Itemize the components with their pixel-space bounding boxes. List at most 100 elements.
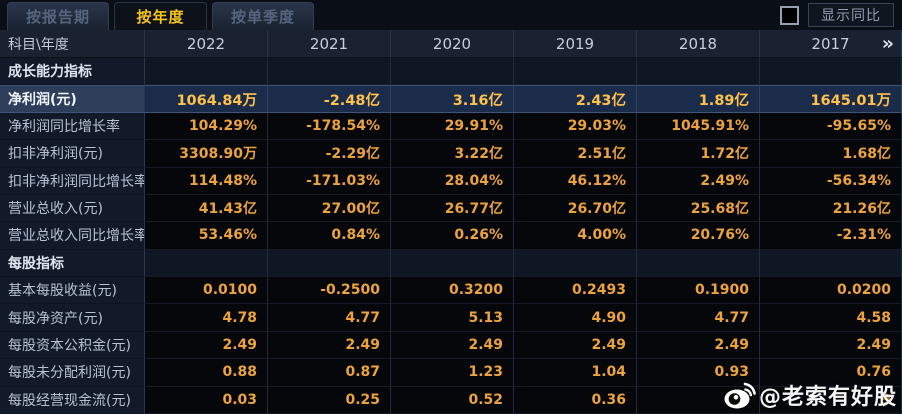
row-label: 每股指标	[0, 249, 145, 278]
row-label: 营业总收入同比增长率	[0, 222, 145, 250]
value-cell	[391, 58, 514, 86]
tab-single-quarter[interactable]: 按单季度	[212, 2, 315, 30]
show-yoy-button[interactable]: 显示同比	[808, 3, 894, 27]
value-cell: 0.52	[391, 386, 514, 414]
value-cell: 53.46%	[145, 222, 268, 250]
value-cell: -2.31%	[760, 222, 902, 250]
value-cell: 0.88	[145, 359, 268, 387]
value-cell: 46.12%	[514, 167, 637, 195]
value-cell: 2.49%	[637, 167, 760, 195]
row-label: 每股净资产(元)	[0, 304, 145, 332]
data-row[interactable]: 每股资本公积金(元) 2.49 2.49 2.49 2.49 2.49 2.49	[0, 331, 902, 360]
value-cell: 25.68亿	[637, 194, 760, 223]
data-row[interactable]: 扣非净利润同比增长率 114.48% -171.03% 28.04% 46.12% 2.4…	[0, 167, 902, 195]
value-cell: 0.2493	[514, 277, 637, 305]
more-columns-icon[interactable]: »	[881, 32, 894, 54]
value-cell: 27.00亿	[268, 194, 391, 223]
value-cell: -0.2500	[268, 277, 391, 305]
value-cell	[514, 249, 637, 278]
value-cell: 0.25	[268, 386, 391, 414]
value-cell: 28.04%	[391, 167, 514, 195]
value-cell: 2.51亿	[514, 140, 637, 168]
value-cell: 29.91%	[391, 112, 514, 141]
value-cell: 3.22亿	[391, 140, 514, 168]
data-row[interactable]: 净利润同比增长率 104.29% -178.54% 29.91% 29.03% 1045.…	[0, 112, 902, 141]
data-row[interactable]: 每股净资产(元) 4.78 4.77 5.13 4.90 4.77 4.58	[0, 304, 902, 332]
value-cell: 2.49	[637, 331, 760, 360]
value-cell	[514, 58, 637, 86]
value-cell: -178.54%	[268, 112, 391, 141]
value-cell: 0.3200	[391, 277, 514, 305]
row-label: 每股未分配利润(元)	[0, 359, 145, 387]
value-cell	[760, 249, 902, 278]
value-cell: 4.58	[760, 304, 902, 332]
value-cell	[637, 58, 760, 86]
year-header-2018: 2018	[637, 30, 760, 58]
value-cell: 3.16亿	[391, 85, 514, 113]
value-cell: -171.03%	[268, 167, 391, 195]
value-cell: 29.03%	[514, 112, 637, 141]
value-cell: 2.49	[268, 331, 391, 360]
data-row[interactable]: 每股未分配利润(元) 0.88 0.87 1.23 1.04 0.93 0.76	[0, 359, 902, 387]
value-cell: 1.23	[391, 359, 514, 387]
row-label: 净利润(元)	[0, 85, 145, 113]
value-cell: 2.49	[760, 331, 902, 360]
value-cell	[268, 249, 391, 278]
show-yoy-checkbox[interactable]	[780, 5, 799, 25]
value-cell: -56.34%	[760, 167, 902, 195]
value-cell: 1.72亿	[637, 140, 760, 168]
tab-report-period[interactable]: 按报告期	[7, 2, 110, 30]
data-row[interactable]: 每股经营现金流(元) 0.03 0.25 0.52 0.36 0 9	[0, 386, 902, 414]
value-cell: 2.49	[514, 331, 637, 360]
year-header-2017: 2017 »	[760, 30, 902, 58]
value-cell	[637, 249, 760, 278]
section-row: 成长能力指标	[0, 58, 902, 86]
data-row[interactable]: 营业总收入同比增长率 53.46% 0.84% 0.26% 4.00% 20.76% -2.…	[0, 222, 902, 250]
value-cell	[145, 58, 268, 86]
value-cell: 1.68亿	[760, 140, 902, 168]
data-row[interactable]: 扣非净利润(元) 3308.90万 -2.29亿 3.22亿 2.51亿 1.72亿 1.6…	[0, 140, 902, 168]
value-cell: 4.77	[268, 304, 391, 332]
row-label: 每股经营现金流(元)	[0, 386, 145, 414]
value-cell: 4.00%	[514, 222, 637, 250]
value-cell: 20.76%	[637, 222, 760, 250]
value-cell: 4.77	[637, 304, 760, 332]
year-header-2022: 2022	[145, 30, 268, 58]
row-label: 扣非净利润同比增长率	[0, 167, 145, 195]
value-cell: 26.70亿	[514, 194, 637, 223]
value-cell: 1064.84万	[145, 85, 268, 113]
value-cell: 4.90	[514, 304, 637, 332]
row-label: 净利润同比增长率	[0, 112, 145, 141]
value-cell: 0	[637, 386, 760, 414]
value-cell: 4.78	[145, 304, 268, 332]
table-body: 成长能力指标 净利润(元) 1064.84万 -2.48亿 3.16亿 2.43亿 1.89…	[0, 58, 902, 414]
value-cell: 5.13	[391, 304, 514, 332]
value-cell	[760, 58, 902, 86]
value-cell: 1.89亿	[637, 85, 760, 113]
value-cell: 9	[760, 386, 902, 414]
value-cell: 41.43亿	[145, 194, 268, 223]
year-header-2017-label: 2017	[811, 34, 850, 53]
value-cell: 2.49	[145, 331, 268, 360]
value-cell: -2.29亿	[268, 140, 391, 168]
value-cell: 0.0100	[145, 277, 268, 305]
value-cell: 0.0200	[760, 277, 902, 305]
tab-by-year[interactable]: 按年度	[114, 2, 208, 30]
section-row: 每股指标	[0, 249, 902, 278]
year-header-2019: 2019	[514, 30, 637, 58]
data-row[interactable]: 基本每股收益(元) 0.0100 -0.2500 0.3200 0.2493 0.1900…	[0, 277, 902, 305]
value-cell: 0.36	[514, 386, 637, 414]
value-cell: -2.48亿	[268, 85, 391, 113]
year-header-2021: 2021	[268, 30, 391, 58]
data-row[interactable]: 营业总收入(元) 41.43亿 27.00亿 26.77亿 26.70亿 25.68亿 21…	[0, 194, 902, 223]
value-cell: 0.1900	[637, 277, 760, 305]
period-tabbar: 按报告期 按年度 按单季度 显示同比	[0, 0, 902, 30]
data-row[interactable]: 净利润(元) 1064.84万 -2.48亿 3.16亿 2.43亿 1.89亿 1645.…	[0, 85, 902, 113]
value-cell: 0.03	[145, 386, 268, 414]
value-cell	[391, 249, 514, 278]
value-cell: -95.65%	[760, 112, 902, 141]
year-header-2020: 2020	[391, 30, 514, 58]
value-cell: 1.04	[514, 359, 637, 387]
row-label: 营业总收入(元)	[0, 194, 145, 223]
